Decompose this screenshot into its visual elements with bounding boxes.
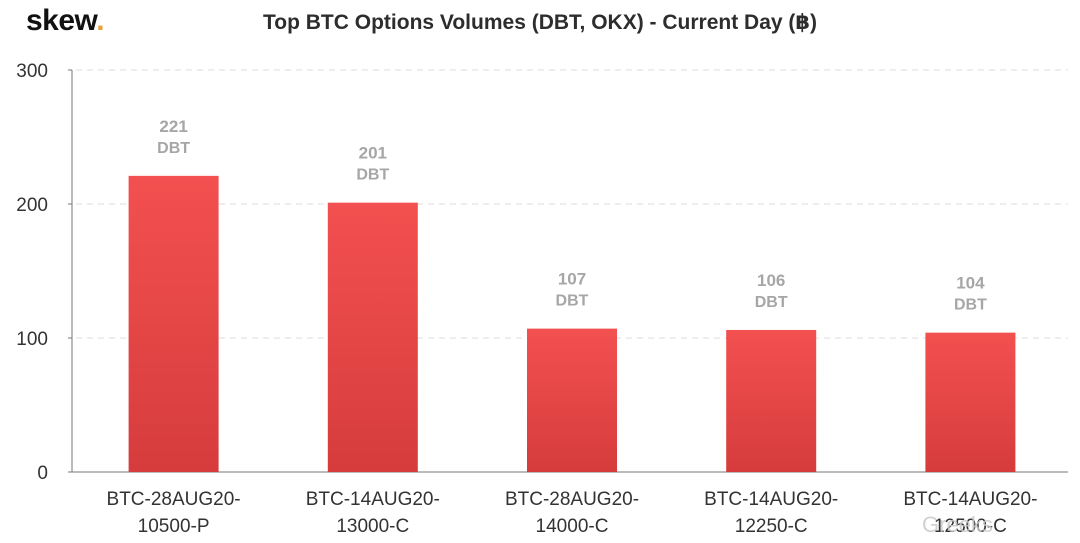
bar	[925, 332, 1016, 472]
data-label-unit: DBT	[157, 140, 190, 157]
data-label-value: 104	[956, 274, 985, 293]
x-tick-label: 14000-C	[536, 516, 609, 537]
skew-logo: skew.	[26, 4, 105, 38]
x-tick-label: BTC-28AUG20-	[505, 489, 639, 510]
y-tick-label: 0	[37, 463, 48, 484]
data-label-value: 106	[757, 271, 785, 290]
data-label-value: 201	[359, 144, 387, 163]
logo-text: skew	[26, 4, 97, 37]
y-tick-label: 300	[16, 61, 48, 82]
y-tick-label: 200	[16, 195, 48, 216]
x-tick-label: 13000-C	[336, 516, 409, 537]
watermark-text: Greeks	[922, 512, 993, 537]
y-tick-label: 100	[16, 329, 48, 350]
data-label-unit: DBT	[954, 297, 987, 314]
bar	[726, 329, 817, 472]
x-tick-label: 12500-C	[934, 516, 1007, 537]
chart-title: Top BTC Options Volumes (DBT, OKX) - Cur…	[263, 11, 817, 34]
x-tick-label: BTC-14AUG20-	[903, 489, 1037, 510]
x-tick-label: 10500-P	[138, 516, 210, 537]
data-label-unit: DBT	[556, 293, 589, 310]
logo-dot: .	[96, 4, 105, 37]
bar	[327, 202, 418, 472]
x-tick-label: BTC-28AUG20-	[107, 489, 241, 510]
x-tick-label: 12250-C	[735, 516, 808, 537]
data-label-unit: DBT	[755, 294, 788, 311]
bar	[527, 328, 617, 472]
data-label-unit: DBT	[356, 167, 389, 184]
bar	[128, 175, 219, 473]
data-label-value: 221	[159, 117, 187, 136]
data-label-value: 107	[558, 270, 586, 289]
x-tick-label: BTC-14AUG20-	[306, 489, 440, 510]
x-tick-label: BTC-14AUG20-	[704, 489, 838, 510]
